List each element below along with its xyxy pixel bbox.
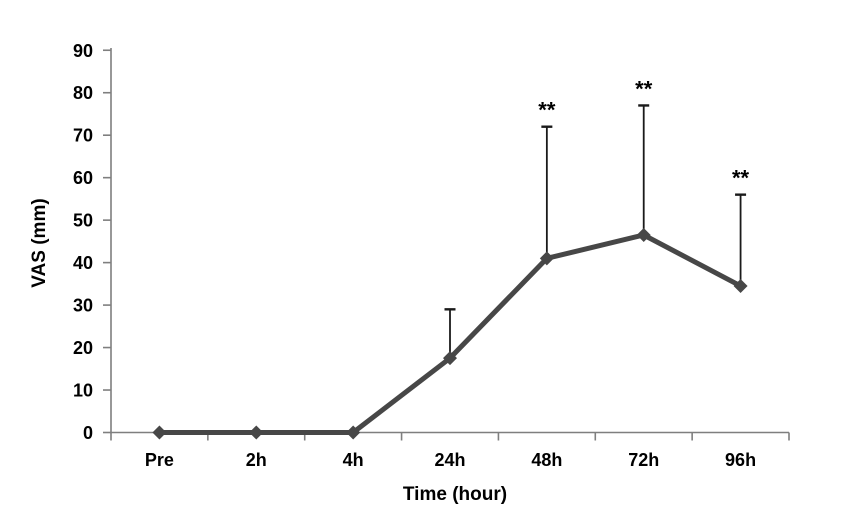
y-tick-label: 60 xyxy=(73,168,93,188)
y-tick-label: 20 xyxy=(73,338,93,358)
data-point-48h xyxy=(539,251,554,266)
data-point-4h xyxy=(346,425,361,440)
data-point-2h xyxy=(249,425,264,440)
data-point-96h xyxy=(733,278,748,293)
error-bar xyxy=(541,125,553,259)
x-axis-title: Time (hour) xyxy=(403,484,507,505)
x-category-label: 4h xyxy=(343,450,364,470)
x-category-label: 96h xyxy=(725,450,756,470)
x-category-label: 48h xyxy=(531,450,562,470)
data-point-pre xyxy=(152,425,167,440)
y-tick-label: 80 xyxy=(73,83,93,103)
data-point-24h xyxy=(443,351,457,366)
y-tick-label: 70 xyxy=(73,126,93,146)
x-category-label: 2h xyxy=(246,450,267,470)
error-bar xyxy=(638,104,650,236)
y-tick-label: 50 xyxy=(73,211,93,231)
data-point-72h xyxy=(636,228,651,243)
y-tick-label: 90 xyxy=(73,41,93,61)
x-category-label: Pre xyxy=(145,450,174,470)
x-category-label: 72h xyxy=(628,450,659,470)
y-tick-label: 10 xyxy=(73,381,93,401)
y-axis-title: VAS (mm) xyxy=(29,198,50,287)
error-bar xyxy=(444,308,456,359)
y-tick-label: 30 xyxy=(73,296,93,316)
error-bar xyxy=(735,193,747,286)
significance-marker-96h: ** xyxy=(732,166,750,191)
significance-marker-72h: ** xyxy=(635,76,653,101)
y-tick-label: 40 xyxy=(73,253,93,273)
significance-marker-48h: ** xyxy=(538,98,556,123)
y-tick-label: 0 xyxy=(83,423,93,443)
x-category-label: 24h xyxy=(434,450,465,470)
